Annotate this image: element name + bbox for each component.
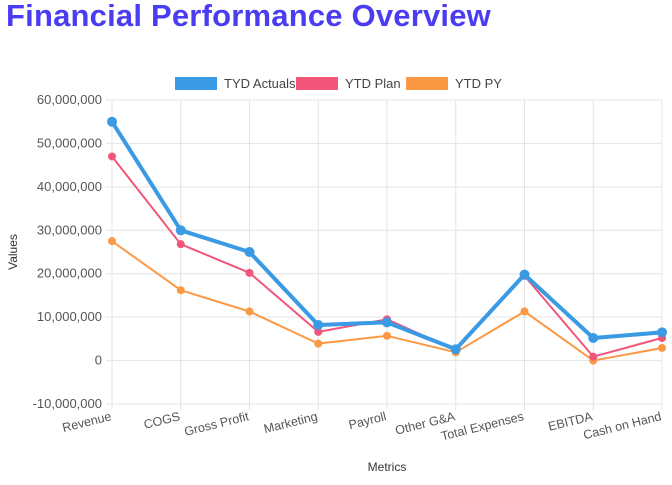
data-point[interactable] [383, 331, 391, 340]
data-point[interactable] [313, 319, 324, 330]
legend-swatch[interactable] [296, 77, 338, 90]
legend-label[interactable]: YTD Plan [345, 76, 401, 91]
legend-label[interactable]: YTD PY [455, 76, 502, 91]
y-tick-label: 50,000,000 [37, 135, 102, 150]
y-tick-label: 60,000,000 [37, 92, 102, 107]
data-point[interactable] [520, 307, 529, 316]
x-tick-label: Revenue [61, 409, 113, 435]
page-title: Financial Performance Overview [6, 0, 491, 33]
legend-swatch[interactable] [406, 77, 448, 90]
data-point[interactable] [176, 286, 185, 295]
data-point[interactable] [108, 237, 116, 246]
y-axis-label: Values [6, 234, 20, 270]
data-point[interactable] [450, 344, 461, 355]
y-tick-label: 20,000,000 [37, 266, 102, 281]
data-point[interactable] [107, 116, 117, 127]
data-point[interactable] [589, 352, 598, 361]
data-point[interactable] [244, 247, 255, 257]
y-tick-label: -10,000,000 [33, 396, 102, 411]
data-point[interactable] [245, 307, 254, 316]
legend-label[interactable]: TYD Actuals [224, 76, 296, 91]
x-tick-label: Payroll [347, 409, 387, 432]
series-group [107, 116, 667, 365]
line-chart: -10,000,000 0 10,000,000 20,000,000 30,000,0… [6, 76, 667, 474]
x-tick-label: Marketing [262, 409, 319, 436]
chart-container: -10,000,000 0 10,000,000 20,000,000 30,000,0… [0, 60, 672, 480]
data-point[interactable] [658, 343, 666, 352]
legend-swatch[interactable] [175, 77, 217, 90]
grid [106, 99, 663, 410]
x-axis-label: Metrics [368, 460, 407, 474]
x-tick-label: COGS [142, 409, 181, 431]
data-point[interactable] [314, 327, 323, 336]
data-point[interactable] [175, 225, 186, 236]
x-axis: Revenue COGS Gross Profit Marketing Payroll O… [61, 409, 663, 443]
y-axis: -10,000,000 0 10,000,000 20,000,000 30,000,0… [33, 92, 102, 411]
y-tick-label: 10,000,000 [37, 309, 102, 324]
data-point[interactable] [108, 152, 116, 161]
y-tick-label: 30,000,000 [37, 222, 102, 237]
data-point[interactable] [245, 268, 254, 277]
data-point[interactable] [176, 240, 185, 249]
x-tick-label: Cash on Hand [582, 409, 663, 442]
legend[interactable]: TYD Actuals YTD Plan YTD PY [175, 76, 502, 91]
y-tick-label: 0 [95, 353, 102, 368]
data-point[interactable] [382, 317, 392, 328]
y-tick-label: 40,000,000 [37, 179, 102, 194]
x-tick-label: Gross Profit [183, 409, 251, 439]
data-point[interactable] [588, 332, 599, 343]
data-point[interactable] [314, 339, 323, 348]
data-point[interactable] [657, 327, 667, 338]
data-point[interactable] [519, 269, 530, 280]
